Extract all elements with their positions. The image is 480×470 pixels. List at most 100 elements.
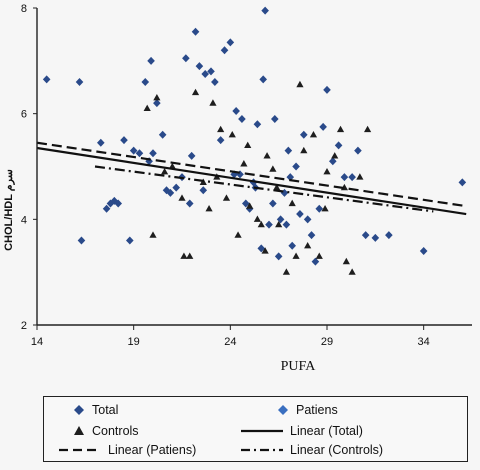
patiens-point xyxy=(348,173,356,182)
patiens-point xyxy=(329,157,337,166)
x-tick-label: 24 xyxy=(224,336,236,348)
patiens-point xyxy=(207,67,215,76)
patiens-point xyxy=(102,204,111,213)
y-tick-label: 2 xyxy=(21,320,27,332)
patiens-point xyxy=(354,146,362,155)
patiens-point xyxy=(269,199,277,208)
patiens-point xyxy=(340,173,349,182)
controls-point xyxy=(209,99,217,106)
x-tick-label: 29 xyxy=(321,336,333,348)
patiens-point xyxy=(149,149,157,158)
x-tick-label: 19 xyxy=(128,336,140,348)
trend-line-dashdot xyxy=(94,165,434,213)
patiens-point xyxy=(300,130,308,139)
controls-point xyxy=(315,252,323,259)
dashdot-line-icon xyxy=(241,448,283,452)
controls-point xyxy=(342,257,350,265)
patiens-point xyxy=(141,77,150,86)
patiens-point xyxy=(195,62,204,71)
patiens-point xyxy=(129,146,138,155)
legend-label: Patiens xyxy=(296,403,338,417)
controls-point xyxy=(323,167,331,175)
patiens-point xyxy=(259,75,267,84)
dash-line-icon xyxy=(59,448,101,452)
patiens-point xyxy=(42,75,51,84)
legend-label: Controls xyxy=(92,424,139,438)
patiens-point xyxy=(323,85,331,94)
patiens-point xyxy=(182,54,190,63)
controls-point xyxy=(275,220,283,228)
patiens-point xyxy=(220,46,229,55)
legend-label: Linear (Total) xyxy=(290,424,363,438)
patiens-point xyxy=(199,186,208,195)
patiens-point xyxy=(77,236,86,245)
patiens-point xyxy=(265,220,273,229)
points-layer xyxy=(42,6,467,275)
patiens-point xyxy=(135,149,144,158)
patiens-point xyxy=(292,162,300,171)
y-axis-label: CHOL/HDL سرم xyxy=(3,169,15,251)
patiens-point xyxy=(172,183,180,192)
patiens-point xyxy=(166,188,175,197)
legend-label: Total xyxy=(92,403,119,417)
controls-point xyxy=(253,215,261,222)
controls-point xyxy=(263,152,271,159)
patiens-point xyxy=(371,233,380,242)
controls-point xyxy=(205,204,213,212)
patiens-point xyxy=(242,199,250,208)
controls-point xyxy=(244,141,252,148)
patiens-point xyxy=(334,141,343,150)
patiens-point xyxy=(271,114,279,123)
patiens-point xyxy=(120,136,128,145)
controls-point xyxy=(217,125,225,133)
controls-point xyxy=(348,268,356,275)
legend-item-linear-total: Linear (Total) xyxy=(240,424,363,438)
patiens-point xyxy=(257,244,266,253)
controls-point xyxy=(364,125,372,133)
triangle-icon xyxy=(74,426,84,435)
patiens-point xyxy=(201,70,209,79)
patiens-point xyxy=(274,252,283,261)
controls-point xyxy=(300,146,308,154)
patiens-point xyxy=(187,151,196,160)
legend-label: Linear (Patiens) xyxy=(108,443,197,457)
controls-point xyxy=(246,202,254,209)
patiens-point xyxy=(385,231,393,240)
x-axis-label: PUFA xyxy=(281,359,317,374)
patiens-point xyxy=(232,107,240,116)
controls-point xyxy=(296,80,304,88)
patiens-point xyxy=(191,27,200,36)
patiens-point xyxy=(307,231,316,240)
legend-item-total: Total xyxy=(72,403,118,417)
patiens-point xyxy=(211,77,219,86)
patiens-point xyxy=(458,178,467,187)
patiens-point xyxy=(97,138,105,147)
patiens-point xyxy=(226,38,235,47)
patiens-point xyxy=(276,215,285,224)
patiens-point xyxy=(75,77,84,86)
patiens-point xyxy=(261,6,269,15)
controls-point xyxy=(257,220,265,228)
legend-item-linear-patiens: Linear (Patiens) xyxy=(58,443,196,457)
controls-point xyxy=(161,167,169,175)
patiens-point xyxy=(282,220,291,229)
controls-point xyxy=(309,131,318,138)
controls-point xyxy=(273,183,281,191)
patiens-point xyxy=(238,114,246,123)
controls-point xyxy=(191,88,200,96)
controls-point xyxy=(186,252,194,259)
controls-point xyxy=(149,231,157,238)
legend-label: Linear (Controls) xyxy=(290,443,384,457)
diamond-icon xyxy=(278,405,288,415)
patiens-point xyxy=(280,188,289,197)
patiens-point xyxy=(361,231,370,240)
controls-point xyxy=(234,231,242,238)
controls-point xyxy=(321,204,329,212)
patiens-point xyxy=(286,173,295,182)
patiens-point xyxy=(114,199,122,208)
controls-point xyxy=(336,125,345,133)
legend-item-controls: Controls xyxy=(72,424,139,438)
controls-point xyxy=(292,252,300,259)
